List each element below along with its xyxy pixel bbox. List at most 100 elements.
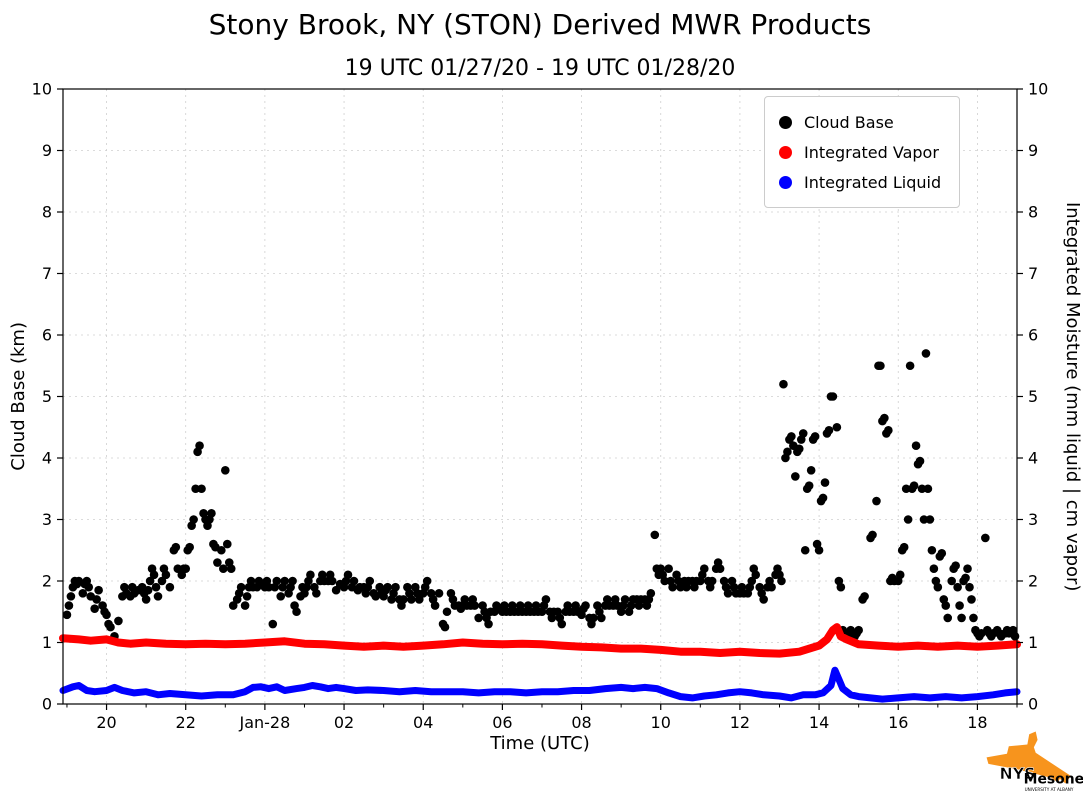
data-point	[800, 545, 810, 555]
data-point	[349, 576, 359, 586]
y-tick-label-right: 10	[1028, 80, 1048, 99]
data-point	[440, 622, 450, 632]
data-point	[143, 585, 153, 595]
data-point	[407, 595, 416, 604]
data-point	[213, 558, 222, 567]
data-point	[895, 570, 905, 580]
data-point	[264, 582, 274, 592]
page-title: Stony Brook, NY (STON) Derived MWR Produ…	[208, 8, 872, 41]
data-point	[242, 592, 252, 601]
data-point	[228, 601, 238, 610]
data-point	[365, 576, 375, 586]
integrated-liquid-marker-icon	[779, 175, 792, 189]
data-point	[957, 613, 966, 623]
data-point	[798, 429, 808, 438]
data-point	[306, 570, 315, 580]
data-point	[94, 585, 103, 595]
data-point	[430, 601, 440, 610]
data-point	[915, 456, 925, 466]
data-point	[794, 444, 804, 454]
data-point	[1010, 632, 1020, 641]
data-point	[923, 484, 933, 494]
data-point	[114, 616, 123, 626]
data-point	[226, 564, 236, 573]
data-point	[157, 576, 167, 586]
data-point	[141, 595, 151, 604]
ny-state-shape-icon	[986, 731, 1071, 784]
legend: Cloud Base Integrated Vapor Integrated L…	[764, 96, 961, 208]
data-point	[276, 592, 286, 601]
data-point	[961, 573, 970, 583]
y-tick-label-left: 10	[32, 80, 52, 99]
logo-nys-text: NYS	[1000, 764, 1036, 783]
data-point	[832, 422, 842, 432]
y-tick-label-right: 3	[1028, 510, 1038, 529]
legend-entry-cloud-base: Cloud Base	[779, 107, 941, 137]
data-point	[161, 570, 171, 580]
y-axis-label-right-text: Integrated Moisture (mm liquid | cm vapo…	[1062, 201, 1083, 592]
data-point	[747, 576, 757, 586]
data-point	[927, 545, 937, 555]
data-point	[66, 592, 76, 601]
data-point	[880, 413, 889, 423]
data-point	[102, 610, 111, 620]
y-tick-label-left: 9	[42, 141, 52, 160]
data-point	[219, 564, 228, 573]
data-point	[767, 582, 776, 592]
data-point	[943, 613, 953, 623]
y-tick-label-right: 1	[1028, 633, 1038, 652]
data-point	[280, 576, 289, 586]
y-tick-label-left: 0	[42, 695, 52, 714]
data-point	[288, 576, 297, 586]
data-point	[422, 576, 432, 586]
data-point	[660, 576, 669, 586]
data-point	[676, 582, 685, 592]
data-point	[581, 601, 590, 610]
data-point	[597, 613, 606, 623]
y-tick-label-right: 9	[1028, 141, 1038, 160]
data-point	[860, 592, 869, 601]
data-point	[947, 576, 956, 586]
y-tick-label-left: 3	[42, 510, 52, 529]
data-point	[804, 481, 814, 490]
data-point	[919, 515, 929, 524]
x-tick-label: Jan-28	[238, 713, 290, 732]
integrated-vapor-marker-icon	[779, 145, 792, 159]
legend-entry-integrated-liquid: Integrated Liquid	[779, 167, 941, 197]
data-point	[933, 582, 943, 592]
data-point	[884, 426, 893, 435]
cloud-base-marker-icon	[779, 115, 792, 129]
y-tick-label-left: 1	[42, 633, 52, 652]
data-point	[470, 601, 479, 610]
data-point	[941, 601, 951, 610]
data-point	[779, 379, 788, 389]
data-point	[327, 576, 337, 586]
y-axis-label-left: Cloud Base (km)	[8, 89, 29, 704]
x-tick-label: 12	[730, 713, 750, 732]
data-point	[951, 561, 960, 570]
data-point	[664, 564, 673, 573]
x-tick-label: 04	[413, 713, 433, 732]
y-tick-label-left: 2	[42, 572, 52, 591]
data-point	[824, 426, 834, 435]
data-point	[715, 564, 725, 573]
data-point	[189, 515, 198, 524]
data-point	[331, 585, 341, 595]
y-tick-label-left: 8	[42, 203, 52, 222]
legend-entry-integrated-vapor: Integrated Vapor	[779, 137, 941, 167]
x-tick-label: 08	[571, 713, 591, 732]
data-point	[343, 570, 353, 580]
data-point	[872, 496, 881, 506]
x-tick-label: 14	[809, 713, 829, 732]
data-point	[149, 570, 159, 580]
data-point	[612, 601, 622, 610]
data-point	[191, 484, 200, 494]
data-point	[240, 601, 250, 610]
data-line	[59, 666, 1021, 703]
data-point	[759, 595, 768, 604]
y-tick-label-right: 2	[1028, 572, 1038, 591]
x-axis-label: Time (UTC)	[490, 733, 590, 754]
data-point	[777, 576, 786, 586]
legend-label-integrated-liquid: Integrated Liquid	[804, 172, 942, 192]
